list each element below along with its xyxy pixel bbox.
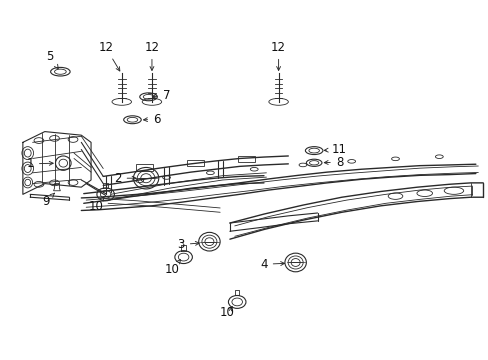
Text: 7: 7: [152, 89, 170, 102]
Text: 12: 12: [270, 41, 285, 71]
Text: 6: 6: [143, 113, 160, 126]
Bar: [136, 164, 153, 171]
Text: 8: 8: [324, 156, 343, 168]
Text: 1: 1: [26, 157, 53, 170]
Text: 12: 12: [98, 41, 120, 71]
Text: 10: 10: [88, 197, 104, 213]
Text: 3: 3: [177, 238, 199, 251]
Text: 10: 10: [164, 260, 180, 276]
Text: 2: 2: [114, 172, 136, 185]
Text: 9: 9: [42, 193, 54, 208]
Text: 5: 5: [46, 50, 58, 69]
Text: 10: 10: [220, 306, 234, 319]
Bar: [187, 160, 204, 166]
Text: 11: 11: [324, 143, 346, 156]
Bar: [238, 156, 255, 162]
Text: 12: 12: [144, 41, 159, 71]
Text: 4: 4: [260, 258, 284, 271]
